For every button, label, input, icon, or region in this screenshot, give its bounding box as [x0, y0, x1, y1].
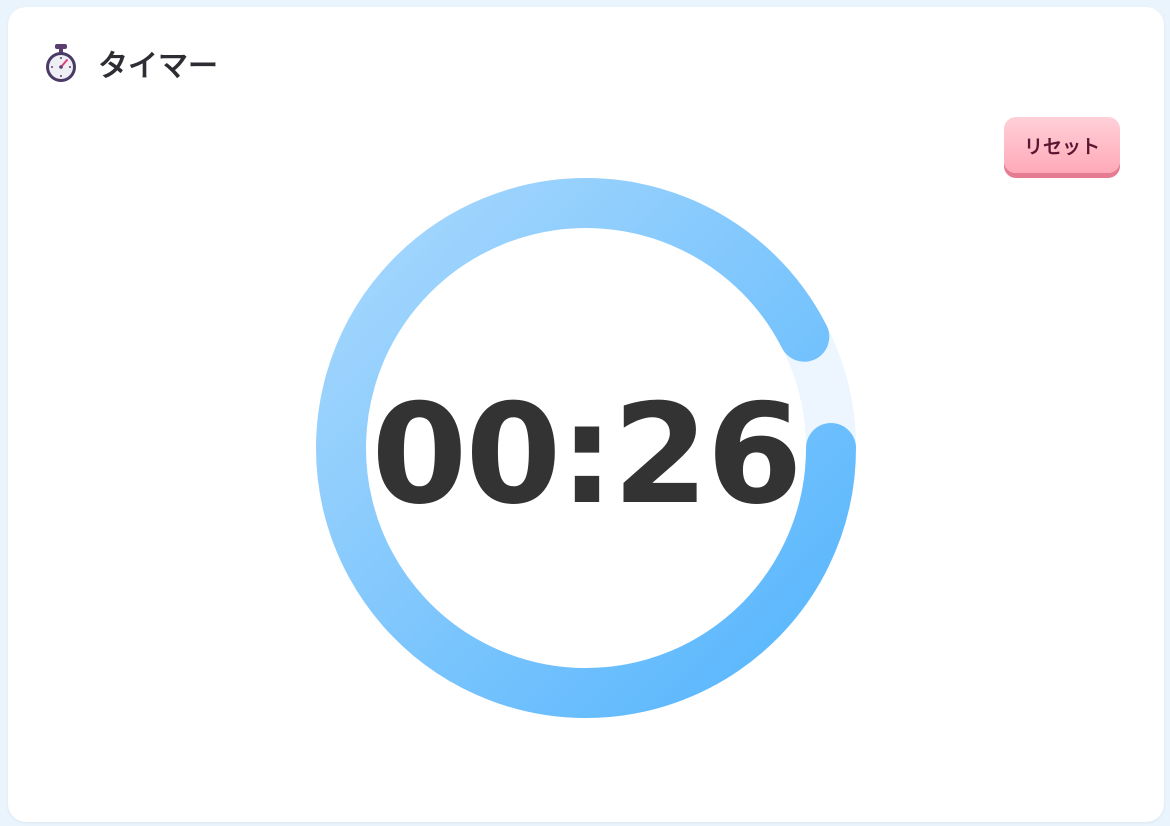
progress-ring: 00:26 [306, 168, 866, 728]
progress-ring-arc [316, 178, 856, 718]
header: タイマー [44, 41, 218, 85]
page-title: タイマー [98, 49, 218, 84]
reset-button[interactable]: リセット [1004, 117, 1120, 173]
progress-ring-svg [316, 178, 856, 718]
stopwatch-icon [44, 43, 78, 83]
time-display: 00:26 [371, 373, 802, 535]
timer-card: タイマー リセット 00:26 [8, 7, 1164, 822]
